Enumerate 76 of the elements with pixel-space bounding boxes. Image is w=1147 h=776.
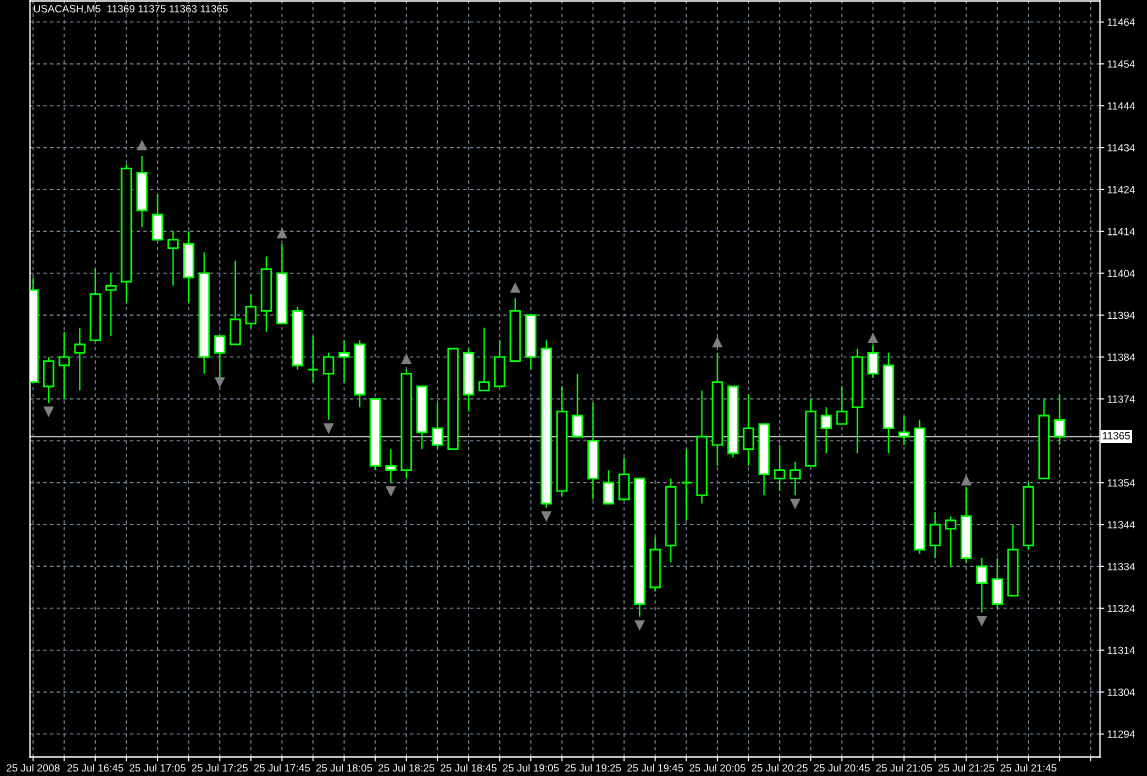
y-tick-label: 11294 [1107,730,1135,738]
x-tick-label: 25 Jul 16:45 [67,763,124,772]
point [790,498,801,509]
point [510,283,521,293]
y-tick-label: 11394 [1107,311,1135,319]
candlestick [245,293,257,329]
y-tick-label: 11444 [1107,102,1135,110]
x-tick-label: 25 Jul 21:25 [938,763,995,772]
x-tick-label: 25 Jul 18:25 [378,763,435,772]
candlestick [945,515,957,568]
point [976,616,987,626]
x-tick-label: 25 Jul 17:25 [191,763,248,772]
y-tick-label: 11344 [1107,521,1135,529]
candlestick [836,385,848,425]
x-tick-label: 25 Jul 19:25 [565,763,621,772]
candlestick [898,414,910,446]
point [385,486,396,496]
ref-line-label: 11365 [1102,432,1130,440]
candlestick [1053,394,1066,446]
y-tick-label: 11334 [1107,562,1135,571]
x-tick-label: 25 Jul 20:05 [689,763,746,772]
x-tick-label: 25 Jul 17:05 [129,763,186,772]
candlestick [929,511,941,559]
point [214,377,225,388]
point [868,333,878,344]
y-tick-label: 11304 [1107,688,1135,696]
point [137,140,147,151]
point [634,620,645,630]
point [541,511,552,522]
candlestick [867,343,879,379]
candlestick [322,352,335,421]
y-tick-label: 11414 [1107,227,1135,236]
x-tick-label: 25 Jul 2008 [6,763,60,772]
y-tick-label: 11424 [1107,185,1135,194]
candlestick [976,557,988,614]
x-tick-label: 25 Jul 19:05 [502,763,559,772]
x-tick-label: 25 Jul 18:45 [440,763,497,772]
y-tick-label: 11384 [1107,353,1135,361]
candlestick [789,461,801,496]
candlestick [307,335,319,383]
point [712,337,723,348]
candlestick [742,394,755,467]
x-tick-label: 25 Jul 21:05 [876,763,932,772]
x-tick-label: 25 Jul 17:45 [254,763,310,772]
candlestick [773,444,786,492]
candlestick [478,326,490,392]
x-tick-label: 25 Jul 19:45 [627,763,684,772]
candlestick [167,230,179,287]
y-tick-label: 11404 [1107,269,1135,278]
y-tick-label: 11454 [1107,60,1135,68]
point [43,406,54,417]
point [277,228,287,239]
candlestick [105,272,117,337]
candlestick [680,448,692,522]
x-tick-label: 25 Jul 18:05 [316,763,373,772]
chart-title: USACASH,M5 11369 11375 11363 11365 [34,5,228,14]
point [961,475,972,486]
point [401,354,412,364]
x-tick-label: 25 Jul 20:45 [813,763,870,772]
y-tick-label: 11314 [1107,646,1135,655]
point [323,423,334,434]
y-tick-label: 11354 [1107,479,1135,487]
candlestick [602,469,615,505]
candlestick [338,339,350,383]
candlestick [385,448,397,484]
x-tick-label: 25 Jul 21:45 [1000,763,1057,772]
y-tick-label: 11374 [1107,395,1135,403]
candlestick [431,402,444,450]
y-tick-label: 11464 [1107,18,1135,26]
candlestick [820,406,832,455]
y-tick-label: 11324 [1107,604,1135,613]
candlestick [58,331,70,400]
candlestick [74,326,86,392]
y-tick-label: 11434 [1107,144,1135,152]
candlestick [571,373,584,438]
x-tick-label: 25 Jul 20:25 [751,763,808,772]
